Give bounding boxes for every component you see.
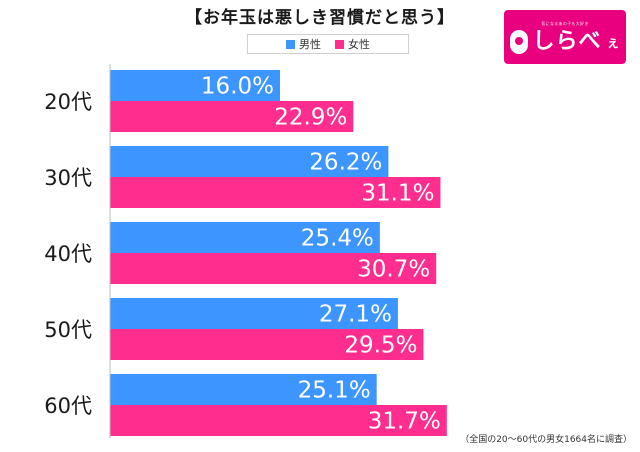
brand-logo: 気になるあの子も大好き しらべ ぇ: [504, 10, 626, 64]
logo-mark-icon: [510, 29, 529, 54]
data-label: 31.7%: [368, 409, 441, 435]
bar-female: [110, 101, 354, 132]
bar-female: [110, 329, 424, 360]
legend-swatch-male: [286, 39, 295, 49]
bar-male: [110, 70, 280, 101]
data-label: 31.1%: [361, 181, 434, 207]
bar-female: [110, 253, 437, 284]
bar-female: [110, 405, 447, 436]
category-label: 30代: [44, 166, 92, 190]
legend-swatch-female: [335, 39, 344, 49]
data-label: 25.1%: [298, 378, 371, 404]
bar-male: [110, 374, 377, 405]
footnote: （全国の20～60代の男女1664名に調査）: [460, 435, 632, 445]
bar-male: [110, 146, 389, 177]
legend-label-female: 女性: [348, 38, 370, 51]
legend-item-female: 女性: [335, 36, 370, 52]
data-label: 22.9%: [274, 105, 347, 131]
bar-male: [110, 222, 380, 253]
logo-wordmark: しらべ: [532, 28, 602, 54]
legend-item-male: 男性: [286, 36, 321, 52]
category-label: 60代: [44, 394, 92, 418]
legend-label-male: 男性: [299, 38, 321, 51]
logo-tagline: 気になるあの子も大好き: [541, 20, 589, 26]
legend: 男性 女性: [247, 34, 409, 54]
data-label: 16.0%: [201, 74, 274, 100]
chart-title: 【お年玉は悪しき習慣だと思う】: [185, 8, 455, 28]
category-label: 20代: [44, 90, 92, 114]
logo-wordmark-small: ぇ: [606, 36, 620, 51]
logo-main: しらべ ぇ: [510, 28, 620, 54]
data-label: 25.4%: [301, 226, 374, 252]
data-label: 27.1%: [319, 302, 392, 328]
category-label: 40代: [44, 242, 92, 266]
category-label: 50代: [44, 318, 92, 342]
data-label: 30.7%: [357, 257, 430, 283]
bar-female: [110, 177, 441, 208]
bar-male: [110, 298, 398, 329]
data-label: 26.2%: [309, 150, 382, 176]
data-label: 29.5%: [344, 333, 417, 359]
